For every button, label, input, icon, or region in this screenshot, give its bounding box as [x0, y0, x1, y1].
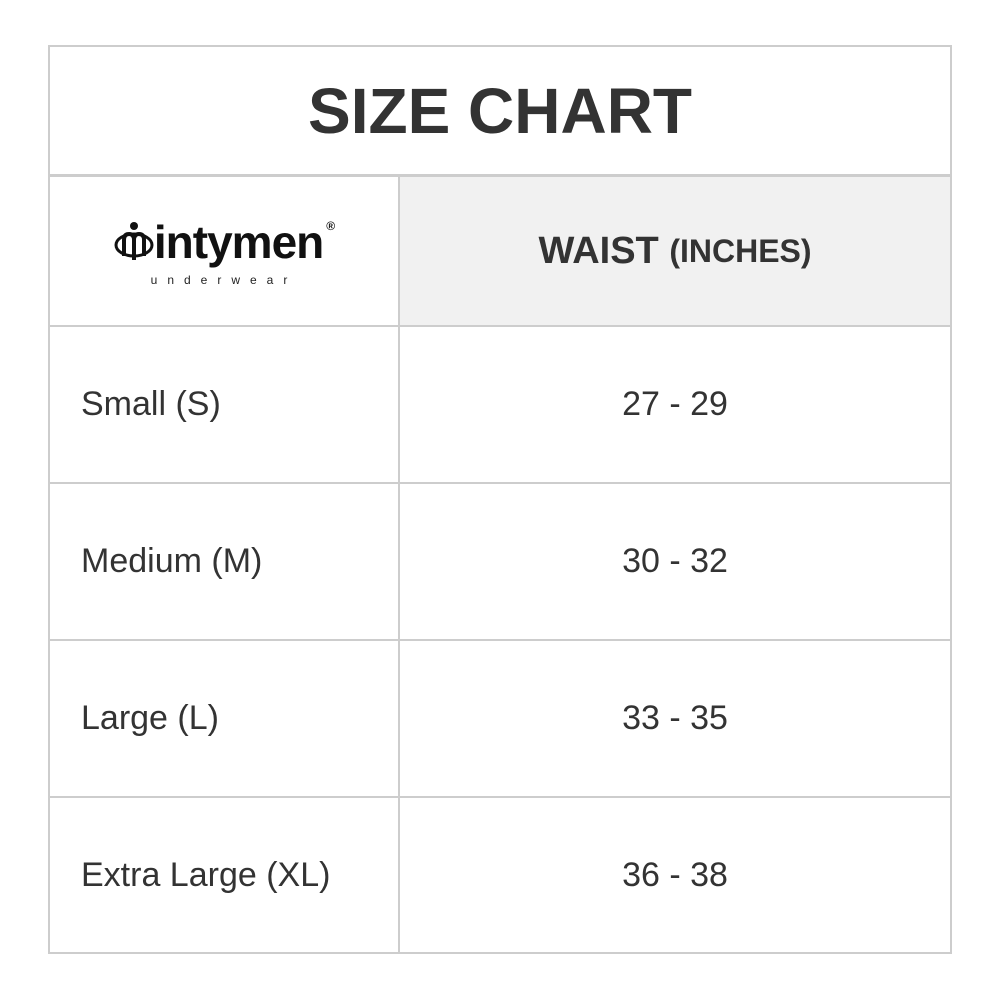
waist-cell: 36 - 38 [622, 855, 728, 894]
logo-m-emblem-icon [114, 222, 154, 260]
size-cell: Large (L) [50, 641, 400, 796]
column-unit: (INCHES) [669, 232, 812, 269]
table-row: Small (S) 27 - 29 [50, 327, 950, 484]
size-cell: Medium (M) [50, 484, 400, 639]
header-row: intymen ® underwear WAIST (INCHES) [50, 177, 950, 327]
logo-cell: intymen ® underwear [50, 177, 400, 325]
logo-tagline: underwear [150, 273, 298, 287]
size-cell: Extra Large (XL) [50, 798, 400, 952]
logo-brand-text: intymen [153, 216, 324, 268]
waist-cell: 33 - 35 [622, 699, 728, 737]
column-label: WAIST [538, 229, 659, 272]
table-row: Medium (M) 30 - 32 [50, 484, 950, 641]
size-chart-table: SIZE CHART intymen ® underwear WAIST (IN… [48, 45, 952, 954]
chart-title: SIZE CHART [50, 47, 950, 177]
waist-column-header: WAIST (INCHES) [400, 177, 950, 325]
size-cell: Small (S) [50, 327, 400, 482]
table-row: Extra Large (XL) 36 - 38 [50, 798, 950, 952]
registered-mark: ® [326, 219, 335, 233]
waist-cell: 30 - 32 [622, 542, 728, 580]
waist-cell: 27 - 29 [622, 385, 728, 423]
table-row: Large (L) 33 - 35 [50, 641, 950, 798]
brand-logo: intymen ® underwear [114, 215, 335, 287]
